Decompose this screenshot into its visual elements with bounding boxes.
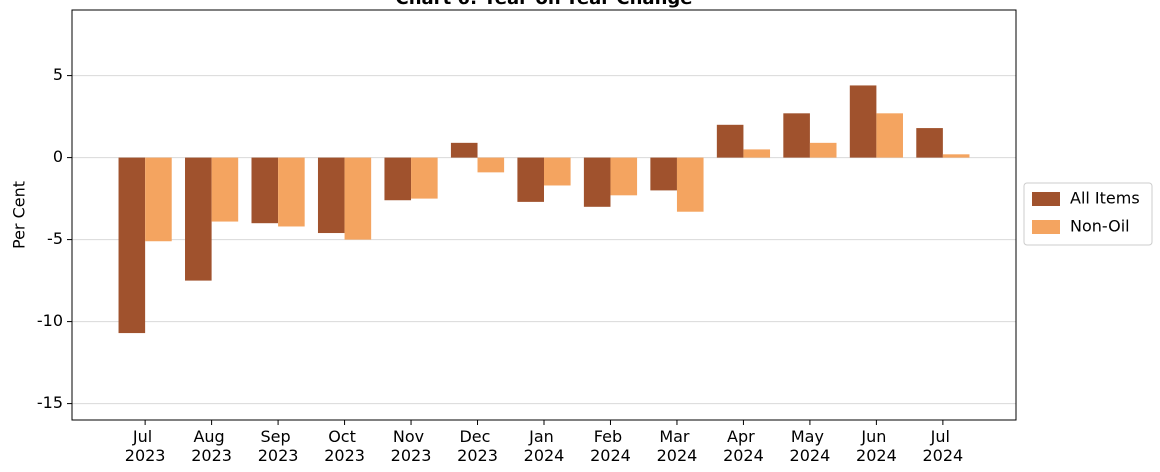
y-tick-label: -10 — [37, 311, 63, 330]
x-tick-label-line: Sep — [260, 427, 295, 446]
bar — [942, 154, 970, 158]
bar — [916, 128, 943, 158]
x-tick-label: Oct 2023 — [324, 427, 365, 465]
x-tick-label-line: 2023 — [191, 446, 232, 465]
x-tick-label: Apr 2024 — [723, 427, 764, 465]
x-tick-label-line: May — [791, 427, 829, 446]
x-tick-label: Jul 2023 — [125, 427, 166, 465]
x-tick-label-line: 2024 — [524, 446, 565, 465]
bar — [544, 157, 571, 186]
y-tick-label: -5 — [47, 229, 63, 248]
x-tick-label-line: Jan — [528, 427, 559, 446]
bar — [650, 157, 677, 191]
x-tick-label-line: 2024 — [790, 446, 831, 465]
bar — [783, 113, 810, 158]
x-tick-label: Feb 2024 — [590, 427, 631, 465]
bar — [411, 157, 438, 199]
bar — [583, 157, 611, 207]
x-tick-label-line: Feb — [594, 427, 627, 446]
x-tick-label-line: Dec — [459, 427, 495, 446]
x-tick-label-line: 2024 — [657, 446, 698, 465]
bar — [716, 124, 744, 158]
bar — [517, 157, 544, 202]
x-tick-label-line: 2024 — [723, 446, 764, 465]
bar — [384, 157, 412, 201]
x-tick-label-line: Aug — [193, 427, 229, 446]
x-tick-label-line: 2023 — [258, 446, 299, 465]
bar — [450, 142, 478, 158]
x-tick-label-line: 2023 — [457, 446, 498, 465]
x-tick-label: Nov 2023 — [391, 427, 432, 465]
y-tick-label: 0 — [53, 147, 63, 166]
bar — [185, 157, 212, 281]
bar — [849, 85, 877, 158]
bar — [743, 149, 771, 158]
y-axis-label: Per Cent — [10, 181, 29, 249]
x-tick-label-line: Nov — [393, 427, 429, 446]
x-tick-label-line: 2023 — [324, 446, 365, 465]
bar — [610, 157, 638, 196]
x-tick-label-line: 2023 — [391, 446, 432, 465]
legend-swatch — [1032, 192, 1060, 206]
x-tick-label-line: Jul — [930, 427, 955, 446]
legend-swatch — [1032, 220, 1060, 234]
x-tick-label-line: 2024 — [923, 446, 964, 465]
x-tick-label-line: Apr — [727, 427, 760, 446]
bar — [876, 113, 903, 158]
bar — [676, 157, 704, 212]
bar — [278, 157, 305, 227]
bar — [211, 157, 239, 222]
x-tick-label: Sep 2023 — [258, 427, 299, 465]
x-tick-label-line: 2023 — [125, 446, 166, 465]
bar — [809, 142, 837, 158]
x-tick-label: Mar 2024 — [657, 427, 698, 465]
x-tick-label: Jan 2024 — [524, 427, 565, 465]
bar — [477, 157, 505, 173]
bar — [344, 157, 372, 240]
x-tick-label: Jun 2024 — [856, 427, 897, 465]
legend-label: All Items — [1070, 189, 1140, 208]
x-tick-label: May 2024 — [790, 427, 831, 465]
chart-title: Chart 6: Year-on-Year Change — [396, 0, 693, 9]
x-tick-label-line: 2024 — [856, 446, 897, 465]
x-tick-label-line: Oct — [328, 427, 361, 446]
bar — [118, 157, 146, 334]
y-tick-label: 5 — [53, 65, 63, 84]
bar — [317, 157, 345, 234]
bar — [145, 157, 172, 242]
x-tick-label-line: 2024 — [590, 446, 631, 465]
x-tick-label-line: Jul — [132, 427, 157, 446]
x-tick-label: Jul 2024 — [923, 427, 964, 465]
bar — [251, 157, 279, 224]
x-tick-label-line: Jun — [860, 427, 891, 446]
x-tick-label: Dec 2023 — [457, 427, 498, 465]
plot-frame — [71, 9, 1017, 421]
legend: All Items Non-Oil — [1023, 182, 1153, 246]
x-tick-label-line: Mar — [659, 427, 694, 446]
x-tick-label: Aug 2023 — [191, 427, 232, 465]
y-tick-label: -15 — [37, 393, 63, 412]
legend-label: Non-Oil — [1070, 217, 1130, 236]
